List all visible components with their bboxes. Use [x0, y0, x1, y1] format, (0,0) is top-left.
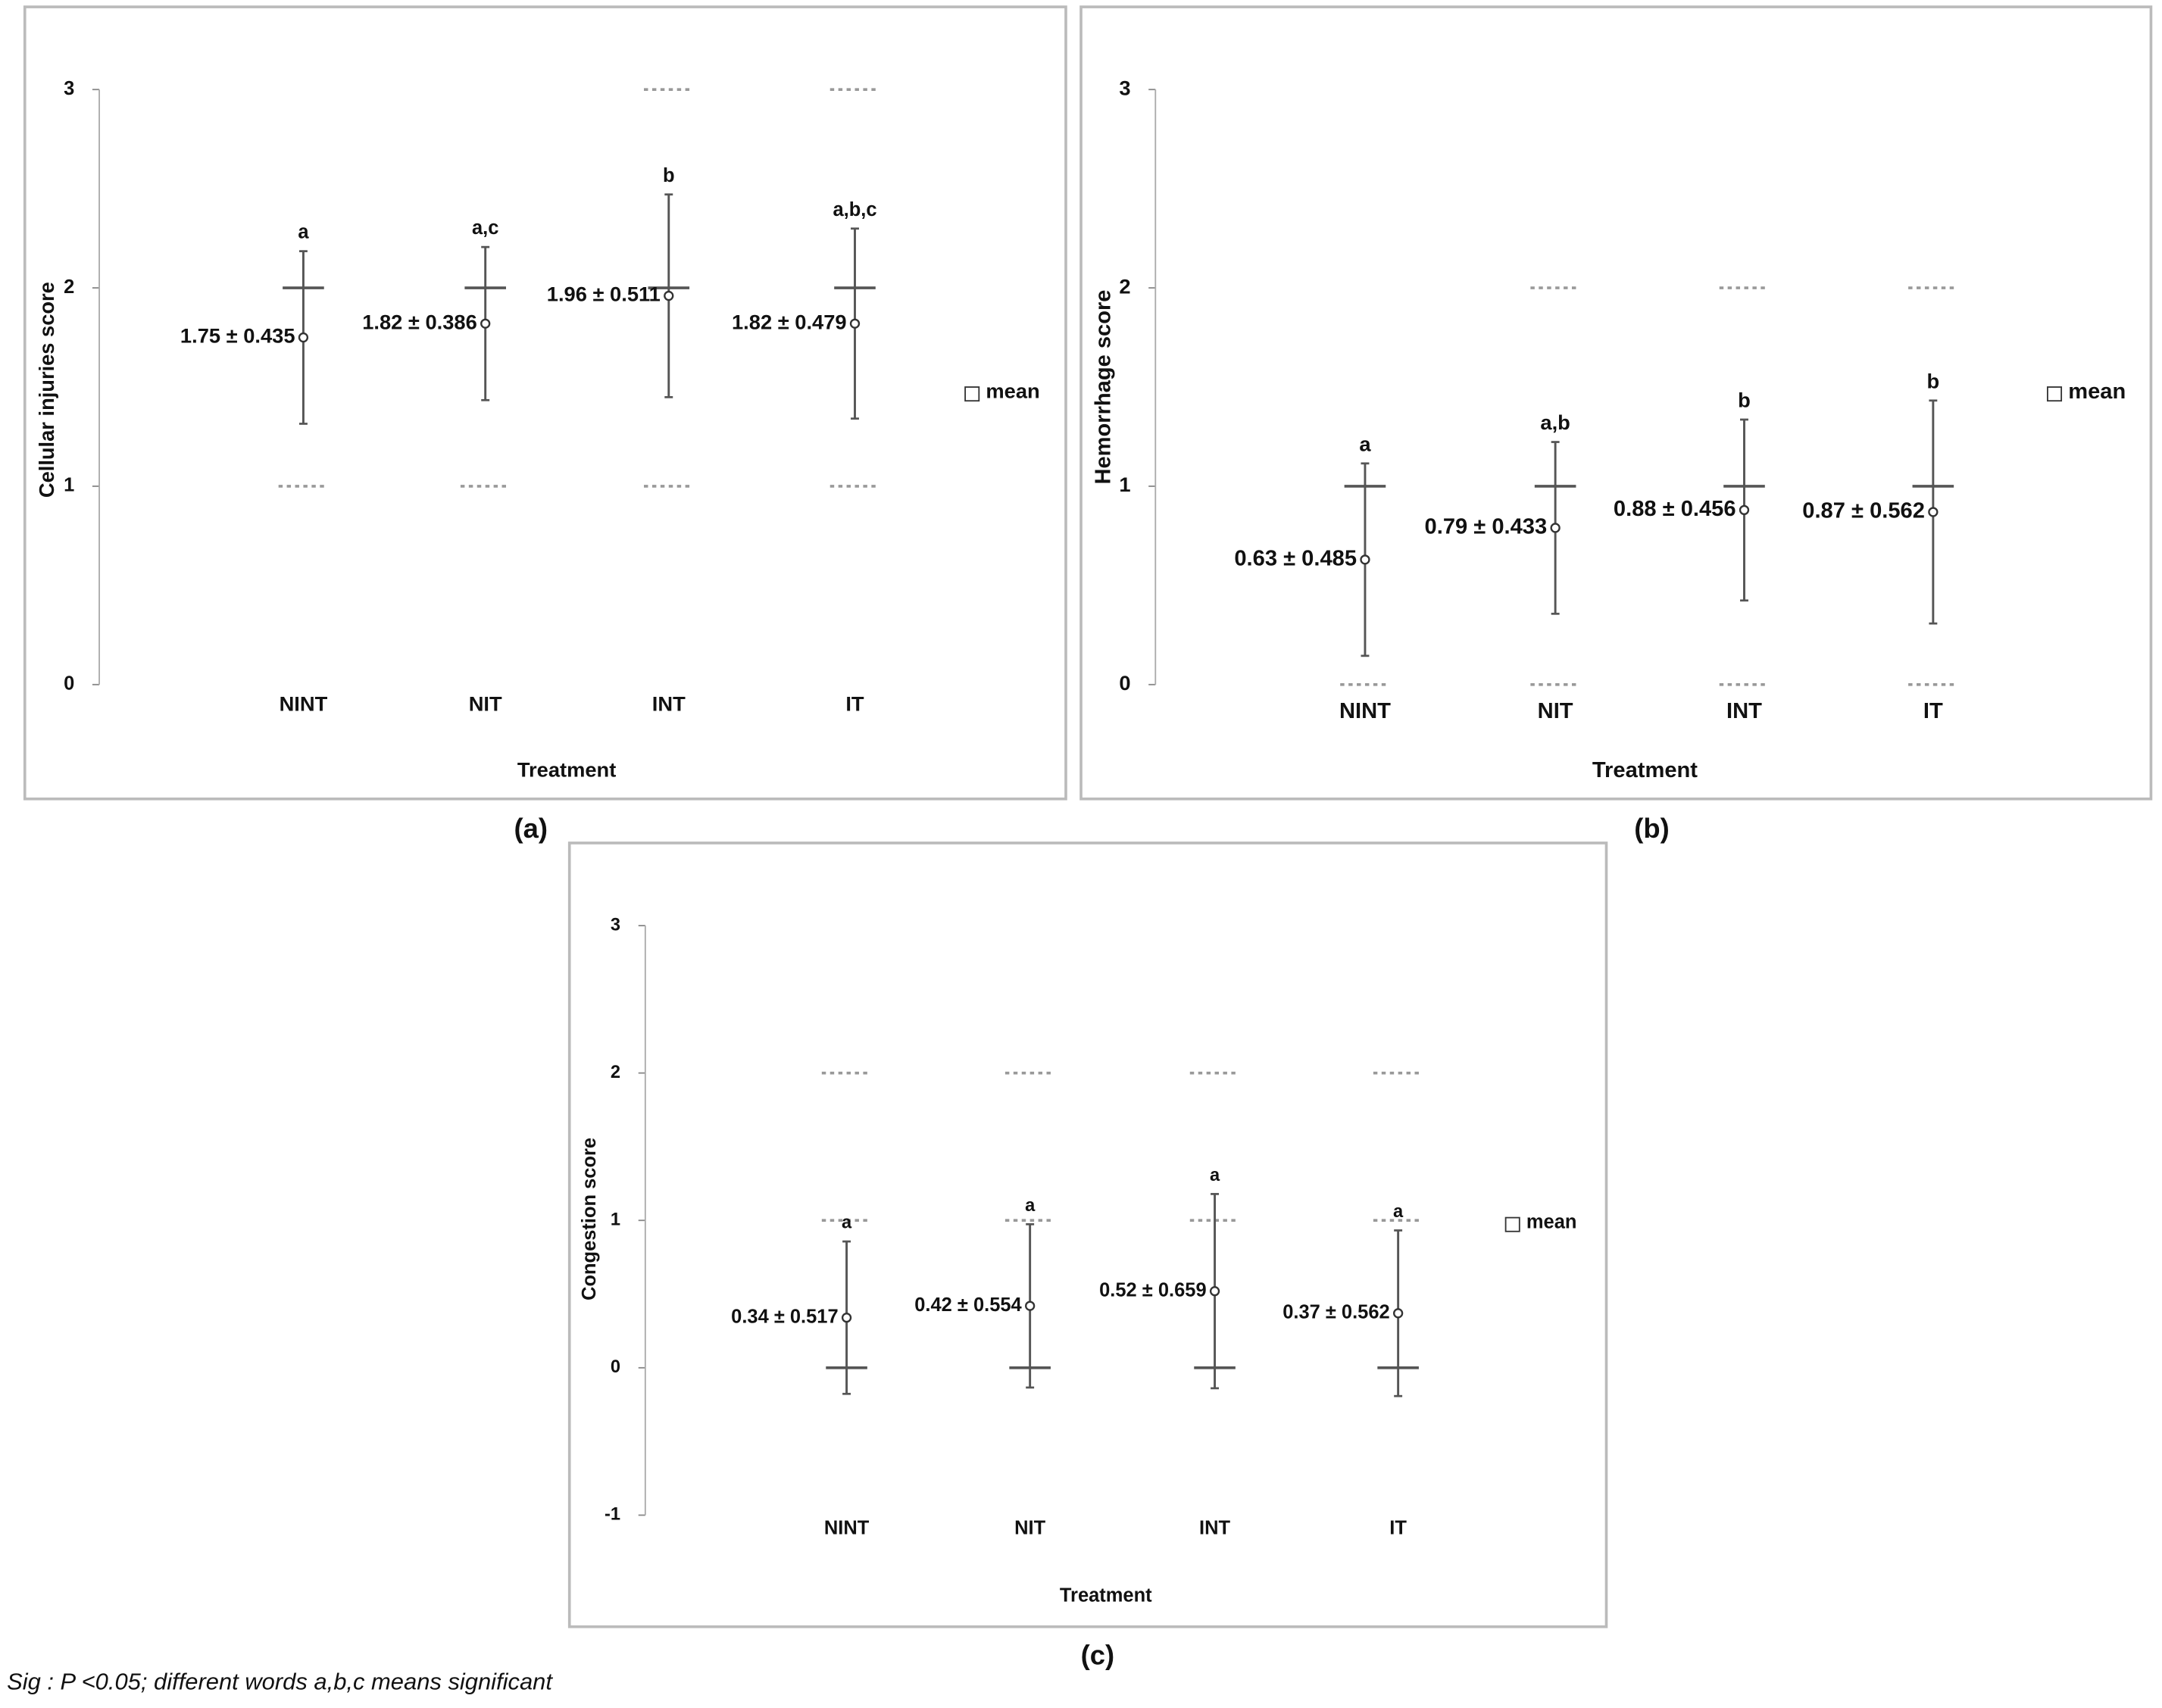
- panel-frame: [23, 5, 1067, 801]
- significance-letter: b: [663, 165, 675, 186]
- legend-swatch: [1504, 1216, 1520, 1232]
- y-tick-label: 2: [1119, 274, 1130, 298]
- mean-marker: [1928, 507, 1939, 517]
- mean-marker: [1739, 504, 1750, 516]
- significance-letter: b: [1738, 389, 1751, 412]
- y-tick-label: 0: [64, 673, 74, 695]
- mean-marker: [1550, 523, 1561, 533]
- legend-swatch: [2047, 386, 2063, 402]
- value-label: 0.52 ± 0.659: [1099, 1279, 1206, 1301]
- panel-label: (c): [1081, 1639, 1114, 1670]
- legend-label: mean: [1526, 1212, 1577, 1233]
- significance-letter: a: [842, 1213, 852, 1233]
- mean-marker: [849, 318, 861, 329]
- x-tick-label: IT: [1389, 1517, 1407, 1538]
- y-tick-label: -1: [605, 1505, 620, 1525]
- mean-marker: [1360, 554, 1370, 565]
- panel-frame: [1079, 5, 2153, 801]
- x-tick-label: NIT: [1014, 1517, 1045, 1538]
- x-tick-label: NIT: [1538, 699, 1573, 723]
- significance-letter: a,b: [1540, 411, 1570, 434]
- footnote: Sig : P <0.05; different words a,b,c mea…: [7, 1668, 553, 1694]
- value-label: 1.82 ± 0.386: [362, 310, 477, 333]
- x-axis-title: Treatment: [1592, 758, 1698, 782]
- mean-marker: [1025, 1301, 1036, 1311]
- x-tick-label: NINT: [280, 692, 328, 715]
- significance-letter: a: [1359, 432, 1371, 455]
- significance-letter: b: [1927, 369, 1940, 392]
- x-tick-label: INT: [652, 692, 686, 715]
- y-tick-label: 2: [64, 276, 74, 298]
- significance-letter: a,b,c: [833, 199, 876, 220]
- value-label: 0.42 ± 0.554: [914, 1294, 1022, 1316]
- x-tick-label: INT: [1199, 1517, 1230, 1538]
- y-tick-label: 0: [611, 1357, 620, 1377]
- x-axis-title: Treatment: [1060, 1585, 1152, 1606]
- value-label: 0.34 ± 0.517: [731, 1306, 838, 1327]
- x-tick-label: IT: [845, 692, 864, 715]
- x-tick-label: NINT: [1339, 699, 1391, 723]
- mean-marker: [480, 318, 491, 329]
- panel-frame: [567, 842, 1608, 1628]
- y-tick-label: 3: [64, 78, 74, 99]
- chart-panel: 0.63 ± 0.485 a NINT 0.79 ± 0.433 a,b NIT 0.88 …: [1079, 5, 2153, 801]
- panel-label: (a): [514, 813, 548, 844]
- significance-letter: a: [298, 222, 309, 243]
- x-tick-label: NIT: [469, 692, 502, 715]
- significance-letter: a: [1393, 1202, 1404, 1222]
- significance-letter: a: [1210, 1166, 1220, 1185]
- significance-letter: a: [1025, 1196, 1036, 1216]
- x-tick-label: IT: [1923, 699, 1943, 723]
- chart-panel: 0.34 ± 0.517 a NINT 0.42 ± 0.554 a NIT 0.52 ± …: [567, 842, 1608, 1628]
- value-label: 0.88 ± 0.456: [1614, 497, 1736, 521]
- chart-panel: 1.75 ± 0.435 a NINT 1.82 ± 0.386 a,c NIT 1.96 …: [23, 5, 1067, 801]
- y-tick-label: 1: [611, 1210, 620, 1229]
- value-label: 0.87 ± 0.562: [1802, 499, 1925, 523]
- y-tick-label: 3: [611, 915, 620, 935]
- y-tick-label: 3: [1119, 76, 1130, 99]
- x-axis-title: Treatment: [517, 758, 616, 782]
- value-label: 1.96 ± 0.511: [547, 283, 661, 306]
- y-axis-title: Cellular injuries score: [35, 282, 58, 498]
- y-axis-title: Congestion score: [579, 1138, 600, 1301]
- legend-label: mean: [2068, 379, 2126, 404]
- legend-label: mean: [986, 379, 1039, 402]
- value-label: 0.37 ± 0.562: [1283, 1302, 1389, 1323]
- value-label: 0.63 ± 0.485: [1234, 547, 1357, 571]
- mean-marker: [841, 1313, 852, 1323]
- mean-marker: [664, 290, 674, 301]
- significance-letter: a,c: [472, 217, 498, 239]
- mean-marker: [1392, 1308, 1404, 1319]
- y-axis-title: Hemorrhage score: [1092, 290, 1116, 485]
- mean-marker: [298, 332, 309, 343]
- y-tick-label: 2: [611, 1063, 620, 1082]
- y-tick-label: 1: [64, 475, 74, 496]
- legend-swatch: [964, 386, 980, 402]
- y-tick-label: 1: [1119, 473, 1130, 496]
- panel-label: (b): [1634, 813, 1669, 844]
- mean-marker: [1209, 1285, 1220, 1297]
- value-label: 0.79 ± 0.433: [1425, 515, 1548, 539]
- value-label: 1.75 ± 0.435: [180, 324, 295, 348]
- x-tick-label: INT: [1726, 699, 1762, 723]
- value-label: 1.82 ± 0.479: [732, 310, 847, 333]
- y-tick-label: 0: [1119, 671, 1130, 695]
- x-tick-label: NINT: [824, 1517, 870, 1538]
